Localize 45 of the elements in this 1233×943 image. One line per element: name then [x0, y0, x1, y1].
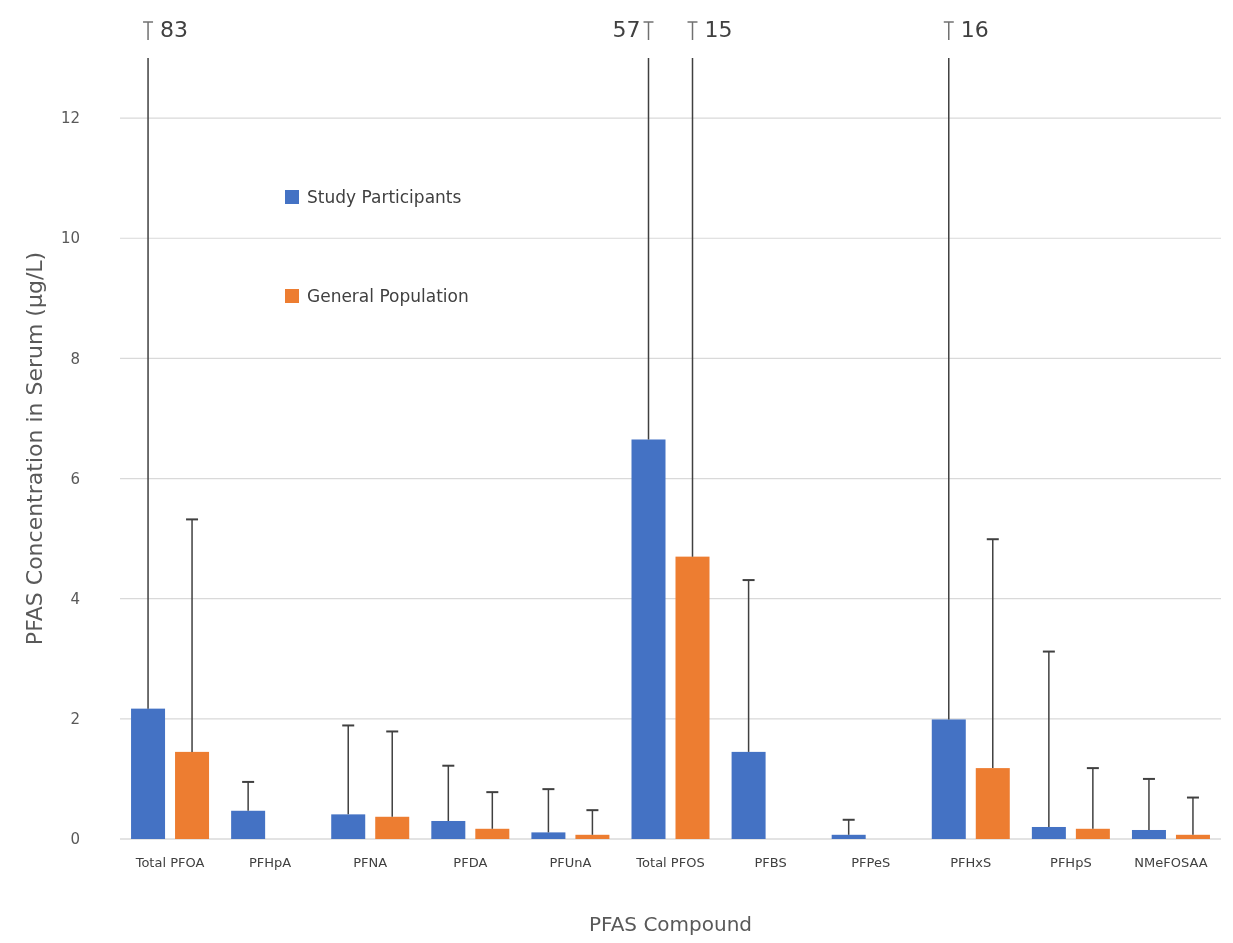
y-tick-label: 4 [70, 589, 80, 608]
bar [531, 832, 566, 839]
y-tick-label: 12 [60, 109, 80, 128]
bar [375, 816, 410, 839]
bar [1175, 834, 1210, 839]
text: 83 [160, 17, 189, 42]
x-axis-title: PFAS Compound [588, 912, 753, 936]
x-tick-label: Total PFOA [134, 855, 205, 870]
bar [1131, 829, 1166, 839]
bar [1075, 828, 1110, 839]
x-tick-label: PFUnA [549, 855, 592, 870]
bar [575, 834, 610, 839]
y-tick-label: 0 [70, 830, 80, 849]
y-tick-label: 2 [70, 710, 80, 729]
bar [731, 751, 766, 839]
bar [331, 814, 366, 839]
y-tick-label: 8 [70, 349, 80, 368]
x-tick-label: PFHxS [950, 855, 992, 870]
y-tick-label: 10 [60, 229, 80, 248]
x-tick-label: NMeFOSAA [1134, 855, 1208, 870]
legend-label: Study Participants [307, 186, 462, 207]
bar [175, 751, 210, 839]
x-tick-label: PFDA [453, 855, 488, 870]
text: 16 [960, 17, 989, 42]
x-tick-label: PFHpS [1050, 855, 1092, 870]
bar [231, 810, 266, 839]
x-tick-label: PFBS [754, 855, 787, 870]
y-axis-title: PFAS Concentration in Serum (µg/L) [22, 251, 47, 646]
bar [931, 719, 966, 839]
bar [1031, 826, 1066, 839]
text: 57 [612, 17, 641, 42]
bar [675, 556, 710, 839]
x-tick-label: Total PFOS [635, 855, 705, 870]
text: 15 [704, 17, 733, 42]
y-tick-label: 6 [70, 469, 80, 488]
bar [831, 834, 866, 839]
bar [131, 708, 166, 839]
bar [475, 828, 510, 839]
x-tick-label: PFNA [353, 855, 388, 870]
bar [975, 768, 1010, 839]
bar [631, 439, 666, 839]
bar [431, 820, 466, 839]
legend-label: General Population [307, 285, 469, 306]
x-tick-label: PFPeS [851, 855, 891, 870]
x-tick-label: PFHpA [249, 855, 292, 870]
